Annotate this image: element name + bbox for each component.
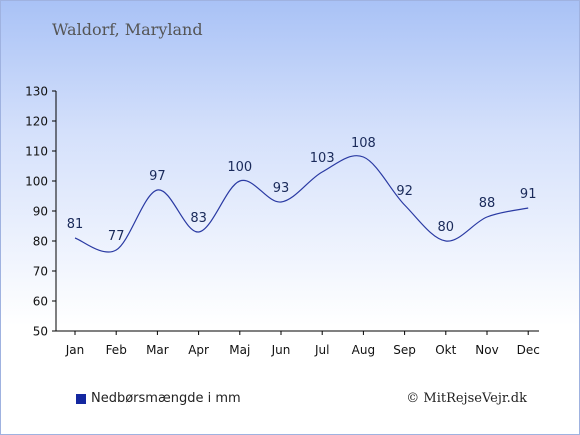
data-label: 108 <box>351 136 376 151</box>
y-tick-label: 80 <box>33 235 48 249</box>
data-label: 81 <box>67 217 84 232</box>
y-tick-label: 70 <box>33 265 48 279</box>
y-tick-label: 120 <box>25 115 48 129</box>
copyright-text: © MitRejseVejr.dk <box>406 391 527 406</box>
x-tick-label: Feb <box>106 343 127 357</box>
legend-label: Nedbørsmængde i mm <box>91 391 241 406</box>
y-tick-label: 60 <box>33 295 48 309</box>
x-tick-label: Apr <box>188 343 209 357</box>
x-tick-label: Nov <box>475 343 498 357</box>
data-label: 88 <box>479 196 496 211</box>
y-tick-label: 90 <box>33 205 48 219</box>
data-label: 100 <box>227 160 252 175</box>
y-tick-label: 100 <box>25 175 48 189</box>
legend: Nedbørsmængde i mm <box>76 391 241 406</box>
data-label: 97 <box>149 169 166 184</box>
data-label: 80 <box>438 220 455 235</box>
axes: 50 60 70 80 90 100 110 120 130 Jan Feb Mar Apr Maj Jun… <box>25 85 540 358</box>
data-label: 92 <box>396 184 413 199</box>
x-tick-label: Jun <box>271 343 291 357</box>
y-tick-label: 110 <box>25 145 48 159</box>
data-label: 77 <box>108 229 125 244</box>
data-label: 93 <box>273 181 290 196</box>
chart-title: Waldorf, Maryland <box>52 20 203 39</box>
y-tick-label: 130 <box>25 85 48 99</box>
data-labels: 81 77 97 83 100 93 103 108 92 80 88 91 <box>67 136 537 244</box>
data-label: 103 <box>310 151 335 166</box>
series-line-nedborsmaengde <box>74 155 529 253</box>
x-tick-label: Sep <box>393 343 416 357</box>
legend-swatch <box>76 393 86 404</box>
x-tick-label: Jan <box>65 343 85 357</box>
data-label: 91 <box>520 187 537 202</box>
y-tick-label: 50 <box>33 325 48 339</box>
x-tick-label: Dec <box>517 343 540 357</box>
x-tick-label: Maj <box>229 343 250 357</box>
x-tick-label: Jul <box>314 343 329 357</box>
series-layer <box>74 155 529 253</box>
data-label: 83 <box>190 211 207 226</box>
x-tick-label: Okt <box>435 343 456 357</box>
x-tick-label: Aug <box>352 343 375 357</box>
x-tick-label: Mar <box>146 343 169 357</box>
